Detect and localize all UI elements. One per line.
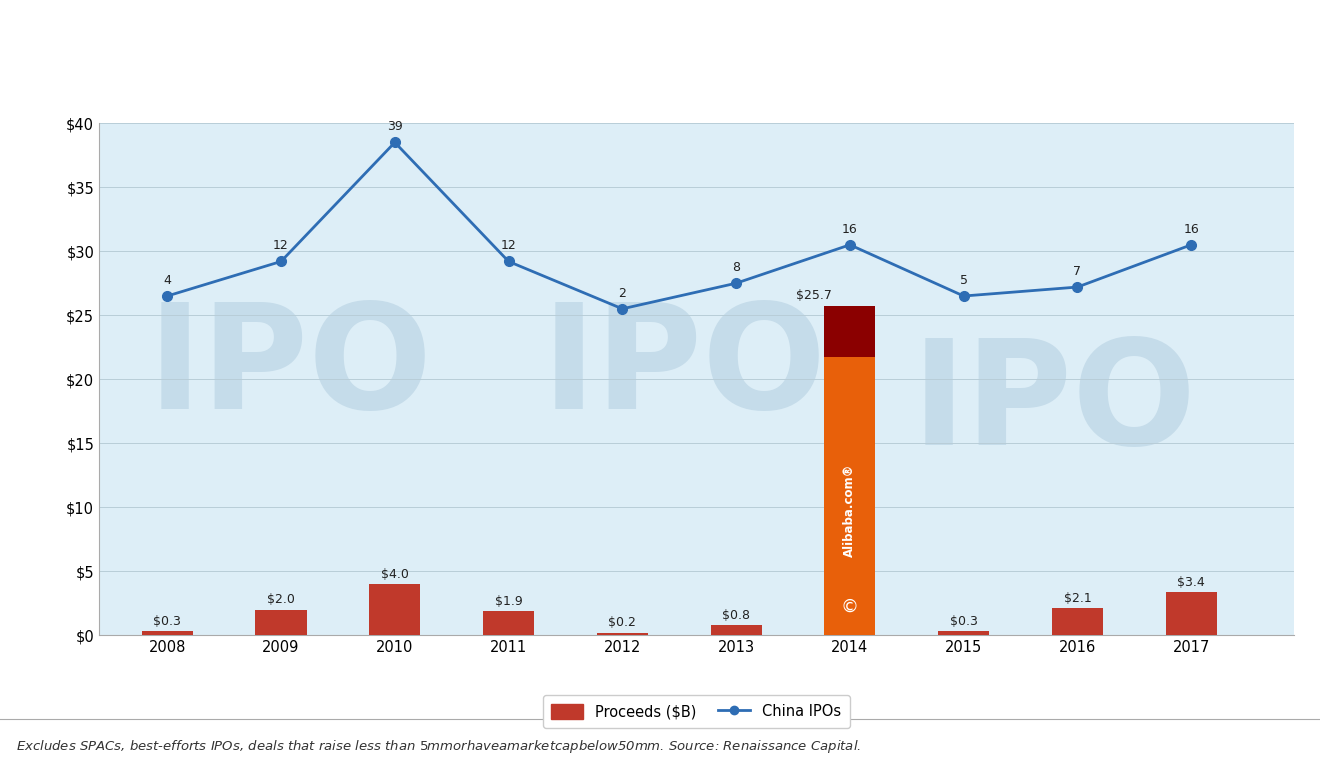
- Legend: Proceeds ($B), China IPOs: Proceeds ($B), China IPOs: [543, 695, 850, 728]
- Text: $1.9: $1.9: [495, 594, 523, 608]
- Bar: [370, 584, 420, 635]
- Text: 16: 16: [842, 223, 858, 236]
- Text: $2.1: $2.1: [1064, 592, 1092, 605]
- Text: $0.3: $0.3: [153, 615, 181, 628]
- Text: 16: 16: [1183, 223, 1199, 236]
- Text: Excludes SPACs, best-efforts IPOs, deals that raise less than $5mm or have a mar: Excludes SPACs, best-efforts IPOs, deals…: [16, 738, 861, 755]
- Text: 7: 7: [1073, 265, 1081, 278]
- Text: ©: ©: [841, 598, 859, 616]
- Text: $0.8: $0.8: [722, 609, 750, 622]
- Text: $0.3: $0.3: [949, 615, 978, 628]
- Bar: [597, 633, 648, 635]
- Text: 39: 39: [387, 120, 403, 133]
- Bar: [256, 610, 306, 635]
- Text: 8: 8: [733, 261, 741, 274]
- Bar: [141, 631, 193, 635]
- Text: More Chinese Companies List in the US: More Chinese Companies List in the US: [16, 42, 660, 70]
- Text: $4.0: $4.0: [381, 567, 409, 581]
- Text: $3.4: $3.4: [1177, 575, 1205, 588]
- Bar: [483, 611, 535, 635]
- Text: $25.7: $25.7: [796, 290, 832, 303]
- Bar: [1052, 608, 1104, 635]
- Text: $0.2: $0.2: [609, 617, 636, 630]
- Text: 4: 4: [164, 274, 172, 287]
- Text: 12: 12: [500, 239, 516, 253]
- Bar: [1166, 591, 1217, 635]
- Bar: [710, 625, 762, 635]
- Text: Alibaba.com®: Alibaba.com®: [843, 464, 857, 557]
- Bar: [939, 631, 989, 635]
- Text: IPO: IPO: [541, 299, 826, 440]
- Text: 12: 12: [273, 239, 289, 253]
- Bar: [824, 357, 875, 635]
- Text: IPO: IPO: [148, 299, 433, 440]
- Text: $2.0: $2.0: [267, 594, 294, 607]
- Text: 2: 2: [618, 287, 626, 300]
- Text: IPO: IPO: [912, 334, 1197, 475]
- Text: 5: 5: [960, 274, 968, 287]
- Bar: [824, 306, 875, 357]
